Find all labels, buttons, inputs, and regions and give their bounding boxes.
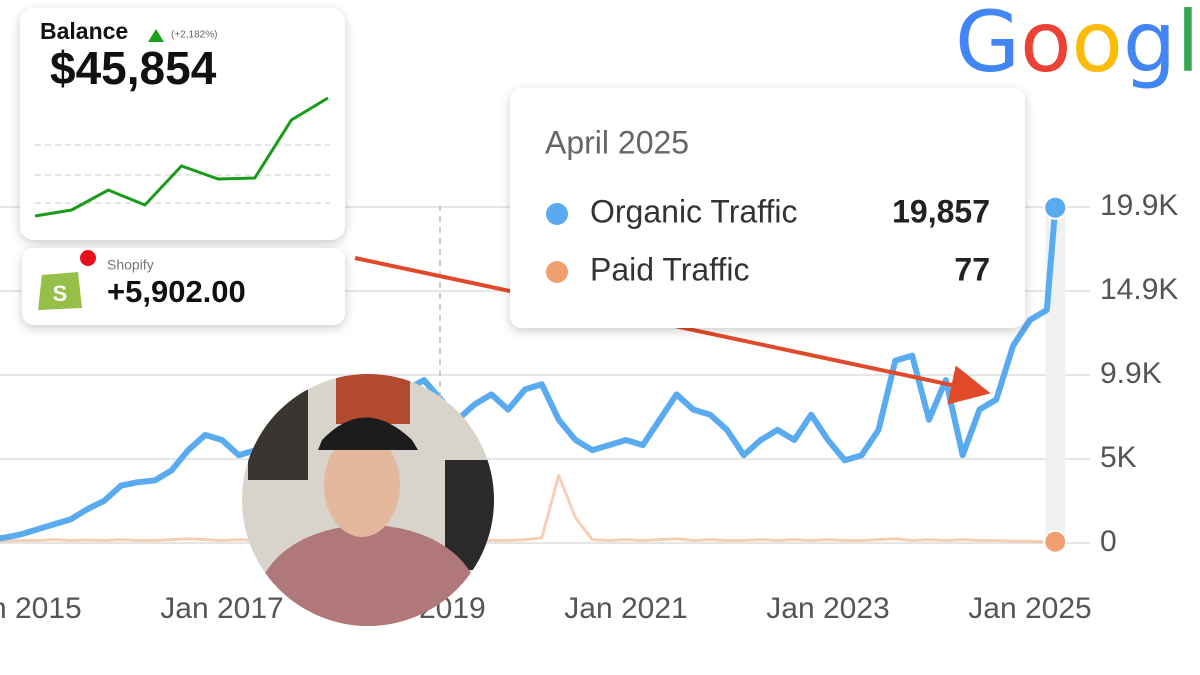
series-line <box>0 474 1056 544</box>
y-tick-label: 19.9K <box>1100 189 1178 222</box>
tooltip-box <box>510 88 1025 328</box>
balance-change: (+2,182%) <box>171 30 217 41</box>
shopify-notification: S Shopify +5,902.00 <box>22 248 345 325</box>
balance-card: Balance (+2,182%) $45,854 <box>20 8 345 240</box>
logo-letter: G <box>955 0 1020 91</box>
sparkline <box>34 96 329 218</box>
up-icon <box>148 29 164 42</box>
tooltip-title: April 2025 <box>545 124 689 160</box>
balance-label: Balance <box>40 18 128 44</box>
hover-band <box>1045 202 1066 543</box>
y-tick-label: 14.9K <box>1100 273 1178 306</box>
logo-letter: g <box>1123 0 1176 91</box>
shirt <box>258 525 478 626</box>
x-tick-label: Jan 2017 <box>160 592 283 625</box>
legend-label: Paid Traffic <box>590 251 749 287</box>
x-tick-label: Jan 2021 <box>564 592 687 625</box>
cap <box>318 417 418 450</box>
logo-letter: l <box>1176 0 1199 91</box>
tooltip-value: 77 <box>954 251 990 287</box>
face <box>324 433 400 537</box>
legend-dot <box>546 203 568 225</box>
x-tick-label: Jan 2015 <box>0 592 82 625</box>
webcam <box>242 374 494 626</box>
shopify-icon <box>38 272 82 310</box>
google-logo: Google <box>955 0 1200 91</box>
tooltip: April 2025 Organic Traffic 19,857 Paid T… <box>510 88 1025 328</box>
y-tick-label: 5K <box>1100 441 1137 474</box>
card <box>20 8 345 240</box>
logo-letter: o <box>1020 0 1071 91</box>
legend-dot <box>546 261 568 283</box>
notification-amount: +5,902.00 <box>107 274 246 309</box>
balance-amount: $45,854 <box>50 42 217 94</box>
x-tick-label: Jan 2025 <box>968 592 1091 625</box>
point <box>1043 195 1068 220</box>
card <box>22 248 345 325</box>
logo-letter: o <box>1072 0 1123 91</box>
legend-label: Organic Traffic <box>590 193 797 229</box>
series-line <box>0 207 1059 542</box>
art <box>336 374 410 424</box>
logo-text: Google <box>955 0 1200 91</box>
shopify-s: S <box>53 281 68 306</box>
x-tick-label: Jan 2023 <box>766 592 889 625</box>
point <box>1043 529 1068 554</box>
tooltip-value: 19,857 <box>892 193 990 229</box>
art <box>248 390 308 480</box>
y-tick-label: 0 <box>1100 525 1117 558</box>
y-tick-label: 9.9K <box>1100 357 1162 390</box>
app-name: Shopify <box>107 257 154 273</box>
badge <box>80 250 96 266</box>
